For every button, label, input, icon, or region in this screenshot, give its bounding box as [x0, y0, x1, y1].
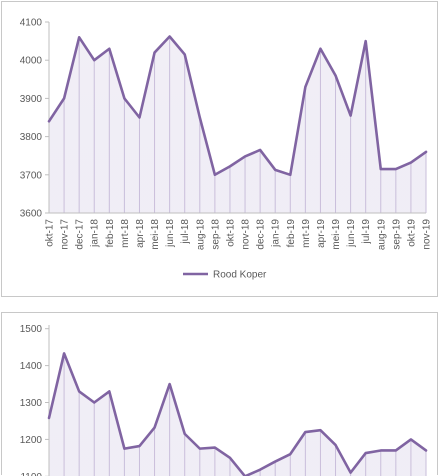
- line-chart-second: 1100 1200 1300 1400 1500: [20, 324, 428, 476]
- x-tick-label: mrt-19: [301, 219, 312, 248]
- x-tick-label: dec-18: [256, 219, 267, 250]
- x-tick-label: jan-19: [271, 219, 282, 248]
- x-tick-label: okt-19: [406, 219, 417, 247]
- x-tick-label: feb-19: [286, 219, 297, 248]
- y-tick-label: 1400: [20, 361, 43, 372]
- x-tick-label: jan-18: [90, 219, 101, 248]
- y-tick-label: 1300: [20, 398, 43, 409]
- x-tick-label: aug-19: [376, 219, 387, 251]
- x-tick-label: sep-19: [391, 219, 402, 250]
- x-tick-label: okt-17: [45, 219, 56, 247]
- x-tick-label: mei-19: [331, 219, 342, 250]
- x-tick-label: jul-19: [361, 219, 372, 245]
- x-tick-label: sep-18: [210, 219, 221, 250]
- chart-panel-rood-koper: 3600 3700 3800 3900 4000 4100 okt-17 nov-17 dec-…: [1, 1, 438, 297]
- x-tick-label: jun-19: [346, 219, 357, 248]
- line-chart-rood-koper: 3600 3700 3800 3900 4000 4100 okt-17 nov-17 dec-…: [20, 18, 433, 281]
- x-tick-label: feb-18: [105, 219, 116, 248]
- series-area-fill: [49, 353, 426, 476]
- series-line: [47, 35, 428, 177]
- x-tick-label: jul-18: [180, 219, 191, 245]
- x-tick-label: jun-18: [165, 219, 176, 248]
- y-tick-label: 1200: [20, 435, 43, 446]
- y-tick-label: 1500: [20, 324, 43, 335]
- legend-label: Rood Koper: [213, 270, 267, 281]
- y-tick-label: 3800: [20, 132, 43, 143]
- x-tick-label: apr-18: [135, 219, 146, 248]
- chart-panel-second: 1100 1200 1300 1400 1500: [1, 312, 438, 476]
- x-tick-label: okt-18: [225, 219, 236, 247]
- x-tick-label: nov-17: [60, 219, 71, 250]
- series-line: [47, 352, 428, 476]
- y-tick-label: 3900: [20, 94, 43, 105]
- x-tick-label: nov-18: [241, 219, 252, 250]
- x-tick-label: mrt-18: [120, 219, 131, 248]
- y-tick-label: 4100: [20, 18, 43, 29]
- y-tick-label: 1100: [20, 472, 42, 476]
- x-tick-label: aug-18: [195, 219, 206, 251]
- x-tick-label: dec-17: [75, 219, 86, 250]
- x-tick-label: apr-19: [316, 219, 327, 248]
- y-tick-label: 3600: [20, 209, 43, 220]
- series-area-fill: [49, 36, 426, 214]
- x-tick-label: mei-18: [150, 219, 161, 250]
- x-tick-label: nov-19: [422, 219, 433, 250]
- y-tick-label: 4000: [20, 56, 43, 67]
- y-tick-label: 3700: [20, 170, 43, 181]
